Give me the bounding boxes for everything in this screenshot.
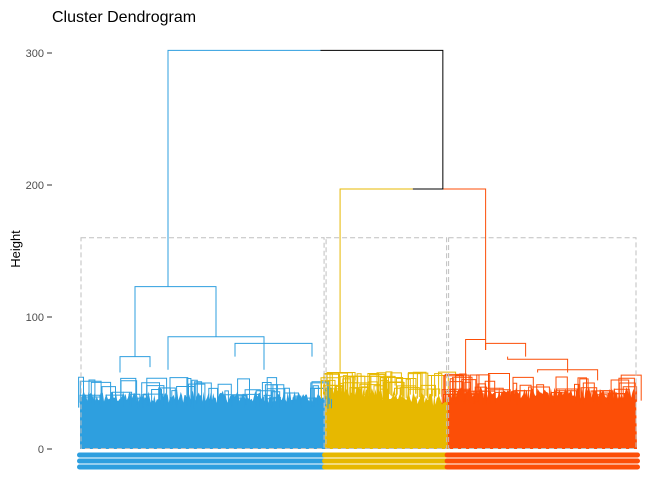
merge-cluster-3-stem: [412, 188, 487, 340]
cluster-2-branches: [320, 371, 457, 400]
y-tick-label-200: 200: [26, 180, 44, 192]
root-merge: [320, 49, 444, 190]
cluster-2-leaf-labels-row-2: [322, 458, 451, 464]
cluster-2-leaf-labels-row-3: [322, 464, 451, 470]
cluster-1-leaf-labels-row-2: [77, 458, 329, 464]
cluster-cut-boxes: [80, 237, 637, 449]
cluster-1-leaf-labels-row-3: [77, 464, 329, 470]
cluster-3-leaf-labels-row-2: [444, 458, 640, 464]
merge-cluster-1-stem: [167, 49, 321, 287]
cluster-1-leaf-labels-row-1: [77, 452, 329, 458]
cluster-1-branches: [78, 286, 332, 409]
top-merges: [167, 49, 487, 373]
cluster-1-leaves: [80, 390, 326, 449]
y-axis-title: Height: [8, 230, 23, 268]
cluster-2-cut-box: [325, 237, 448, 449]
y-axis: 0 100 200 300: [26, 48, 52, 456]
cluster-3-leaf-labels-row-1: [444, 452, 640, 458]
cluster-1-cut-box: [80, 237, 325, 449]
cluster-3-leaf-labels-row-3: [444, 464, 640, 470]
y-tick-label-0: 0: [38, 444, 44, 456]
y-tick-label-300: 300: [26, 48, 44, 60]
cluster-3-cut-box: [448, 237, 637, 449]
leaf-labels: [77, 452, 640, 470]
cluster-2-leaves: [325, 382, 448, 449]
cluster-3-branches: [441, 338, 642, 405]
merge-cluster-2-stem: [339, 188, 413, 373]
cluster-2-leaf-labels-row-1: [322, 452, 451, 458]
chart-title: Cluster Dendrogram: [52, 9, 196, 26]
y-tick-label-100: 100: [26, 312, 44, 324]
cluster-trees: [78, 286, 642, 409]
